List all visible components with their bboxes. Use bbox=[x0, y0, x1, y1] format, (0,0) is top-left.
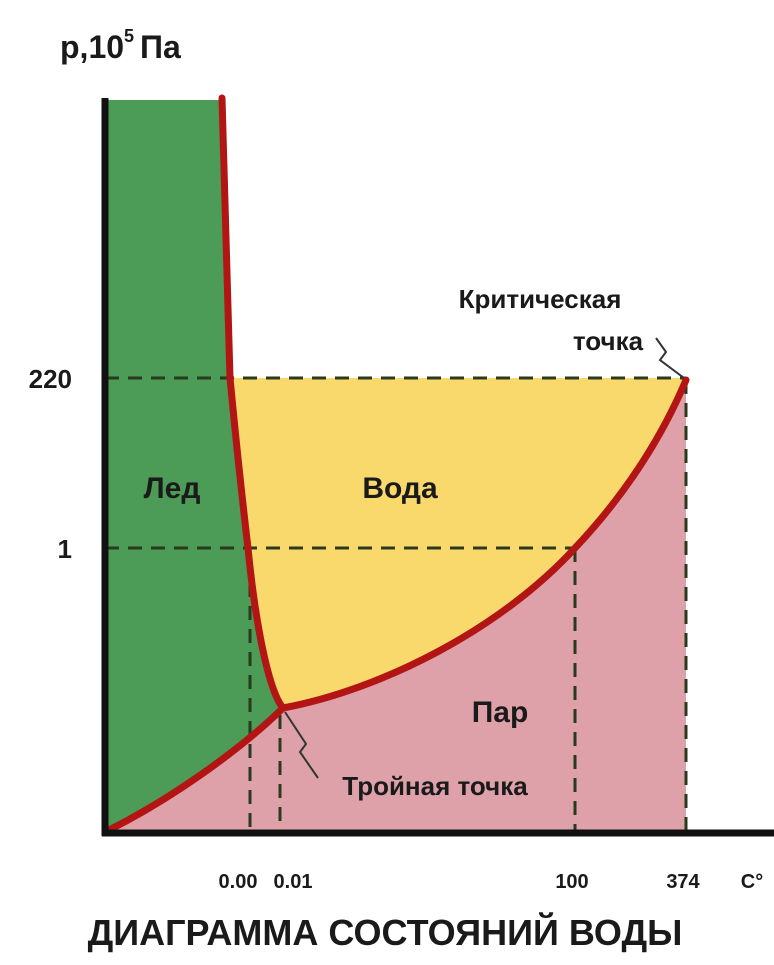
x-tick-label: 374 bbox=[666, 871, 700, 893]
critical-point-label: точка bbox=[573, 326, 644, 356]
x-tick-label: 100 bbox=[555, 871, 588, 893]
ice-region bbox=[105, 100, 283, 832]
y-label-sup: 5 bbox=[124, 26, 134, 46]
water-label: Вода bbox=[362, 472, 438, 505]
y-label-unit: Па bbox=[140, 29, 181, 65]
y-label-base: p,10 bbox=[60, 29, 124, 65]
x-unit-label: C° bbox=[741, 871, 763, 893]
vaporization-curve bbox=[279, 376, 690, 712]
triple-callout bbox=[284, 711, 319, 779]
diagram-title: ДИАГРАММА СОСТОЯНИЙ ВОДЫ bbox=[88, 911, 683, 953]
x-tick-label: 0.01 bbox=[274, 871, 313, 893]
y-tick-label: 220 bbox=[29, 364, 72, 394]
ice-label: Лед bbox=[144, 472, 201, 505]
y-tick-label: 1 bbox=[58, 534, 72, 564]
triple-point-label: Тройная точка bbox=[342, 771, 528, 801]
x-tick-label: 0.00 bbox=[219, 871, 258, 893]
critical-callout bbox=[655, 337, 685, 379]
critical-point-label: Критическая bbox=[459, 284, 622, 314]
vapor-region bbox=[105, 380, 686, 832]
melting-curve bbox=[218, 94, 287, 712]
water-region bbox=[230, 378, 686, 708]
vapor-label: Пар bbox=[472, 696, 529, 729]
y-axis-label: p,105 Па bbox=[60, 26, 181, 65]
sublimation-curve bbox=[101, 704, 287, 836]
